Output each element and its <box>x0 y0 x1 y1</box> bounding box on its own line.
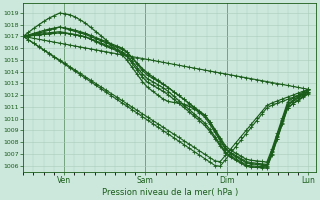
X-axis label: Pression niveau de la mer( hPa ): Pression niveau de la mer( hPa ) <box>102 188 238 197</box>
